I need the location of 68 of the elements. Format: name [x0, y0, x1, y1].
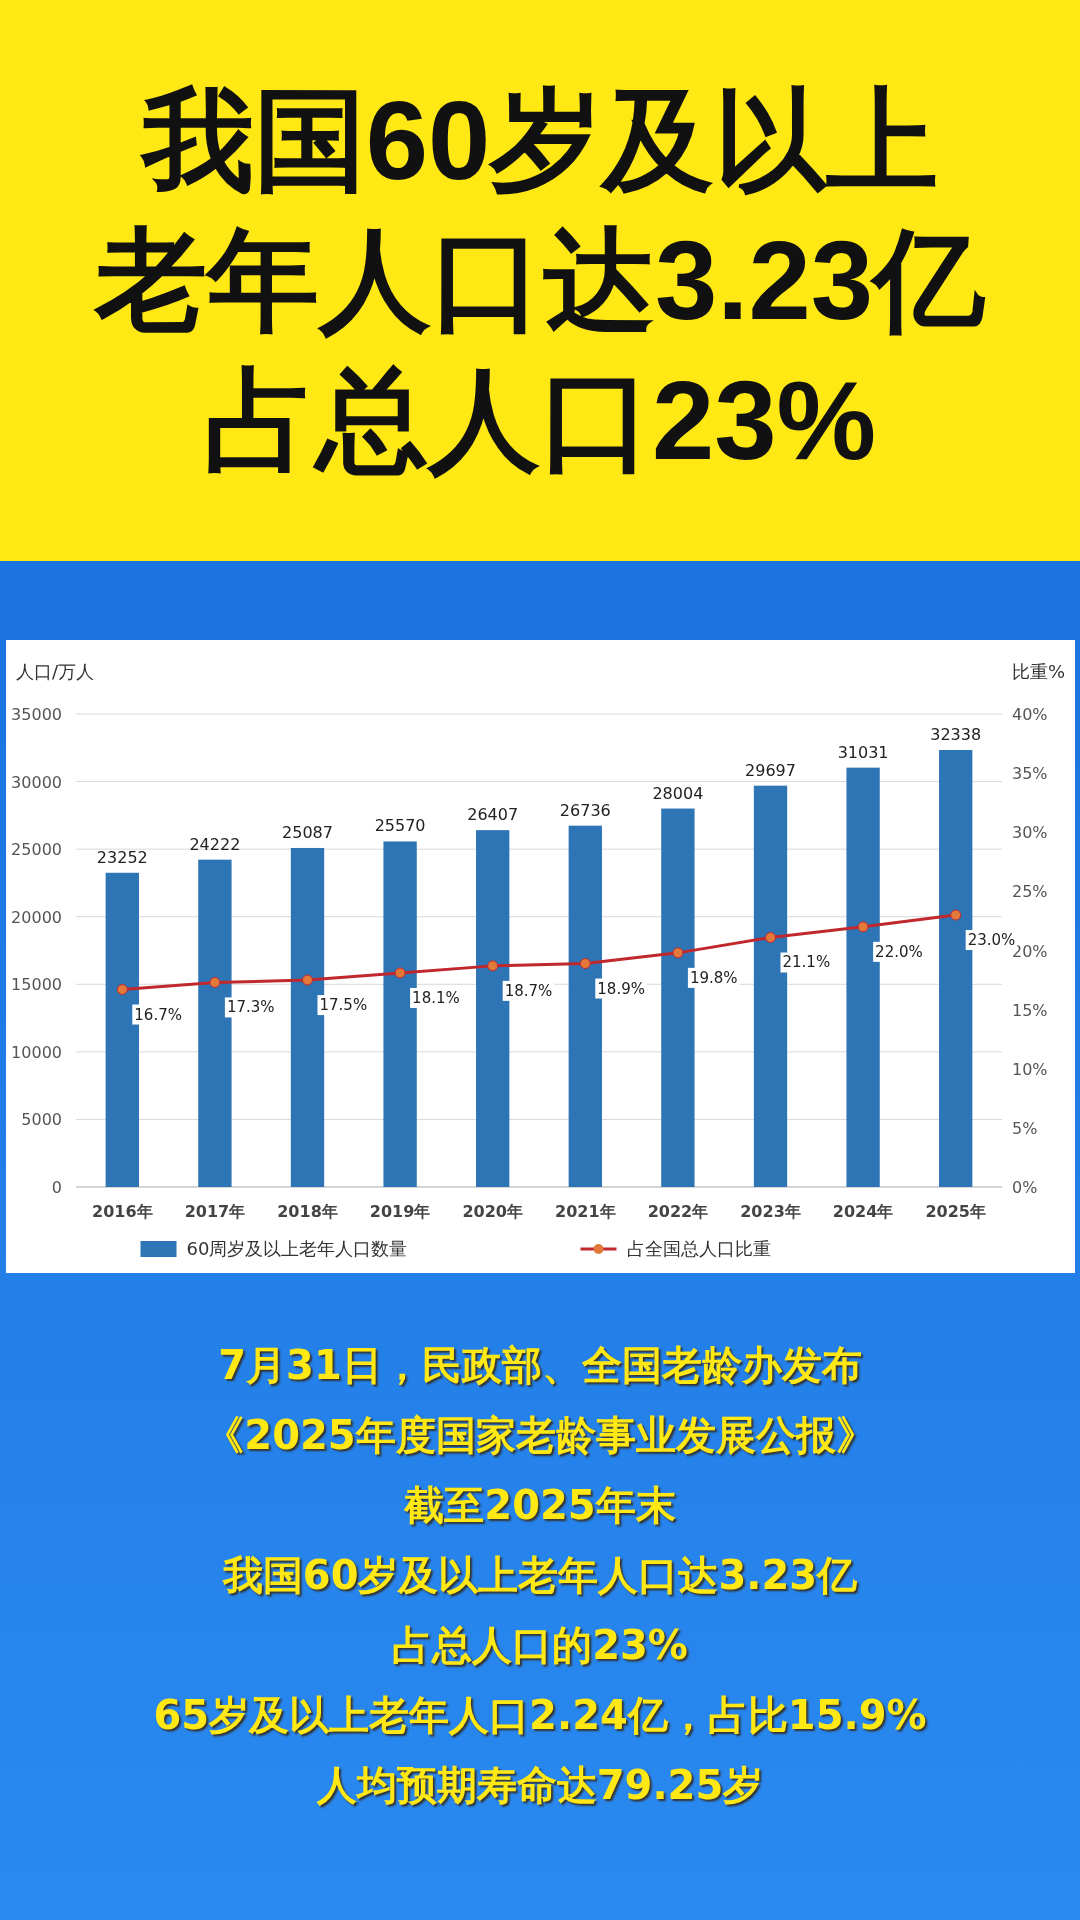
data-label: 25087: [282, 822, 333, 842]
data-label: 22.0%: [875, 942, 923, 961]
data-label: 23252: [96, 847, 148, 867]
data-label: 28004: [652, 783, 704, 803]
point: [950, 909, 962, 921]
data-label: 18.1%: [412, 988, 460, 1007]
y-tick-label: 10000: [11, 1042, 62, 1062]
data-label: 17.3%: [226, 998, 275, 1017]
data-label: 32338: [930, 724, 982, 744]
x-tick-label: 2018年: [277, 1202, 338, 1221]
x-tick-label: 2023年: [740, 1202, 801, 1221]
data-label: 18.9%: [597, 979, 645, 998]
legend-label: 占全国总人口比重: [626, 1238, 771, 1259]
y2-tick-label: 30%: [1012, 823, 1048, 843]
data-label: 19.8%: [689, 968, 738, 987]
point: [579, 958, 591, 970]
x-tick-label: 2024年: [832, 1202, 894, 1221]
x-tick-label: 2017年: [184, 1202, 246, 1221]
point: [672, 947, 684, 959]
point: [765, 931, 776, 943]
data-label: 25570: [374, 816, 426, 836]
data-label: 23.0%: [967, 931, 1016, 950]
y2-axis-title: 比重%: [1011, 661, 1065, 682]
y-tick-label: 0: [51, 1178, 62, 1197]
text: 占总人口的23%: [391, 1621, 689, 1670]
y2-tick-label: 40%: [1012, 705, 1048, 724]
text: 截至2025年末: [403, 1481, 677, 1530]
data-label: 26407: [467, 805, 519, 825]
y2-tick-label: 25%: [1012, 882, 1048, 902]
y-tick-label: 5000: [21, 1110, 62, 1130]
legend-label: 60周岁及以上老年人口数量: [186, 1238, 408, 1259]
data-label: 21.1%: [782, 953, 831, 972]
x-tick-label: 2020年: [462, 1202, 523, 1221]
y2-tick-label: 35%: [1012, 764, 1048, 784]
text: 《2025年度国家老龄事业发展公报》: [203, 1411, 877, 1460]
data-label: 17.5%: [319, 996, 368, 1015]
chart-title: 我国60岁及以上老年人口达3.23亿占总人口23%: [93, 76, 987, 485]
point: [487, 960, 499, 972]
data-label: 18.7%: [504, 981, 553, 1000]
y-axis-title: 人口/万人: [16, 661, 95, 682]
y-tick-label: 20000: [11, 907, 62, 927]
y-tick-label: 25000: [11, 840, 62, 860]
y2-tick-label: 0%: [1012, 1178, 1038, 1197]
point: [302, 974, 313, 986]
y2-tick-label: 10%: [1012, 1059, 1048, 1079]
x-tick-label: 2016年: [92, 1202, 153, 1221]
point: [209, 976, 221, 988]
point: [857, 921, 869, 933]
y2-tick-label: 15%: [1012, 1000, 1048, 1020]
x-tick-label: 2025年: [925, 1202, 986, 1221]
data-label: 31031: [837, 742, 889, 762]
text: 7月31日，民政部、全国老龄办发布: [217, 1341, 863, 1390]
y-tick-label: 30000: [11, 772, 62, 792]
data-label: 29697: [745, 760, 796, 780]
y-tick-label: 15000: [11, 975, 62, 995]
point: [394, 967, 406, 979]
y2-tick-label: 5%: [1012, 1118, 1038, 1138]
data-label: 16.7%: [134, 1005, 182, 1024]
y-tick-label: 35000: [11, 705, 62, 724]
x-tick-label: 2022年: [647, 1202, 709, 1221]
x-tick-label: 2021年: [555, 1202, 616, 1221]
x-tick-label: 2019年: [369, 1202, 431, 1221]
text: 我国60岁及以上老年人口达3.23亿: [221, 1551, 859, 1600]
data-label: 26736: [559, 800, 611, 820]
point: [116, 984, 128, 996]
text: 人均预期寿命达79.25岁: [315, 1761, 765, 1810]
data-label: 24222: [189, 834, 241, 854]
text: 65岁及以上老年人口2.24亿，占比15.9%: [152, 1691, 928, 1740]
